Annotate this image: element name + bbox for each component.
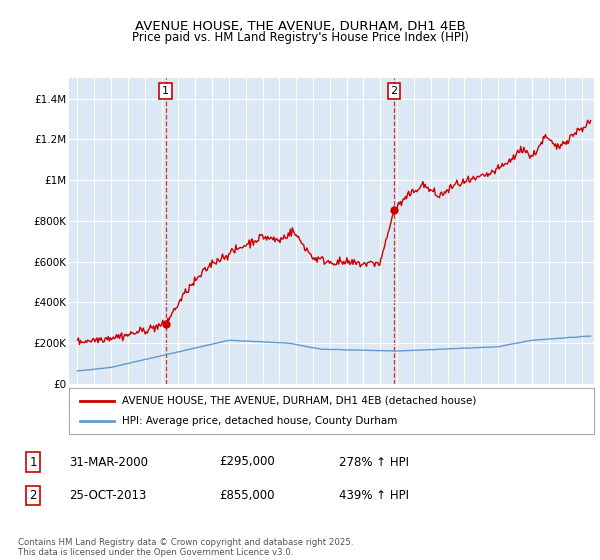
Text: 278% ↑ HPI: 278% ↑ HPI	[339, 455, 409, 469]
Text: £295,000: £295,000	[219, 455, 275, 469]
Text: 1: 1	[29, 455, 37, 469]
Text: 25-OCT-2013: 25-OCT-2013	[69, 489, 146, 502]
Text: 2: 2	[29, 489, 37, 502]
Text: AVENUE HOUSE, THE AVENUE, DURHAM, DH1 4EB (detached house): AVENUE HOUSE, THE AVENUE, DURHAM, DH1 4E…	[121, 396, 476, 406]
Text: Price paid vs. HM Land Registry's House Price Index (HPI): Price paid vs. HM Land Registry's House …	[131, 31, 469, 44]
Text: 31-MAR-2000: 31-MAR-2000	[69, 455, 148, 469]
Text: £855,000: £855,000	[219, 489, 275, 502]
Text: AVENUE HOUSE, THE AVENUE, DURHAM, DH1 4EB: AVENUE HOUSE, THE AVENUE, DURHAM, DH1 4E…	[134, 20, 466, 32]
Text: 1: 1	[162, 86, 169, 96]
Text: HPI: Average price, detached house, County Durham: HPI: Average price, detached house, Coun…	[121, 416, 397, 426]
Text: 2: 2	[391, 86, 398, 96]
Text: Contains HM Land Registry data © Crown copyright and database right 2025.
This d: Contains HM Land Registry data © Crown c…	[18, 538, 353, 557]
Text: 439% ↑ HPI: 439% ↑ HPI	[339, 489, 409, 502]
